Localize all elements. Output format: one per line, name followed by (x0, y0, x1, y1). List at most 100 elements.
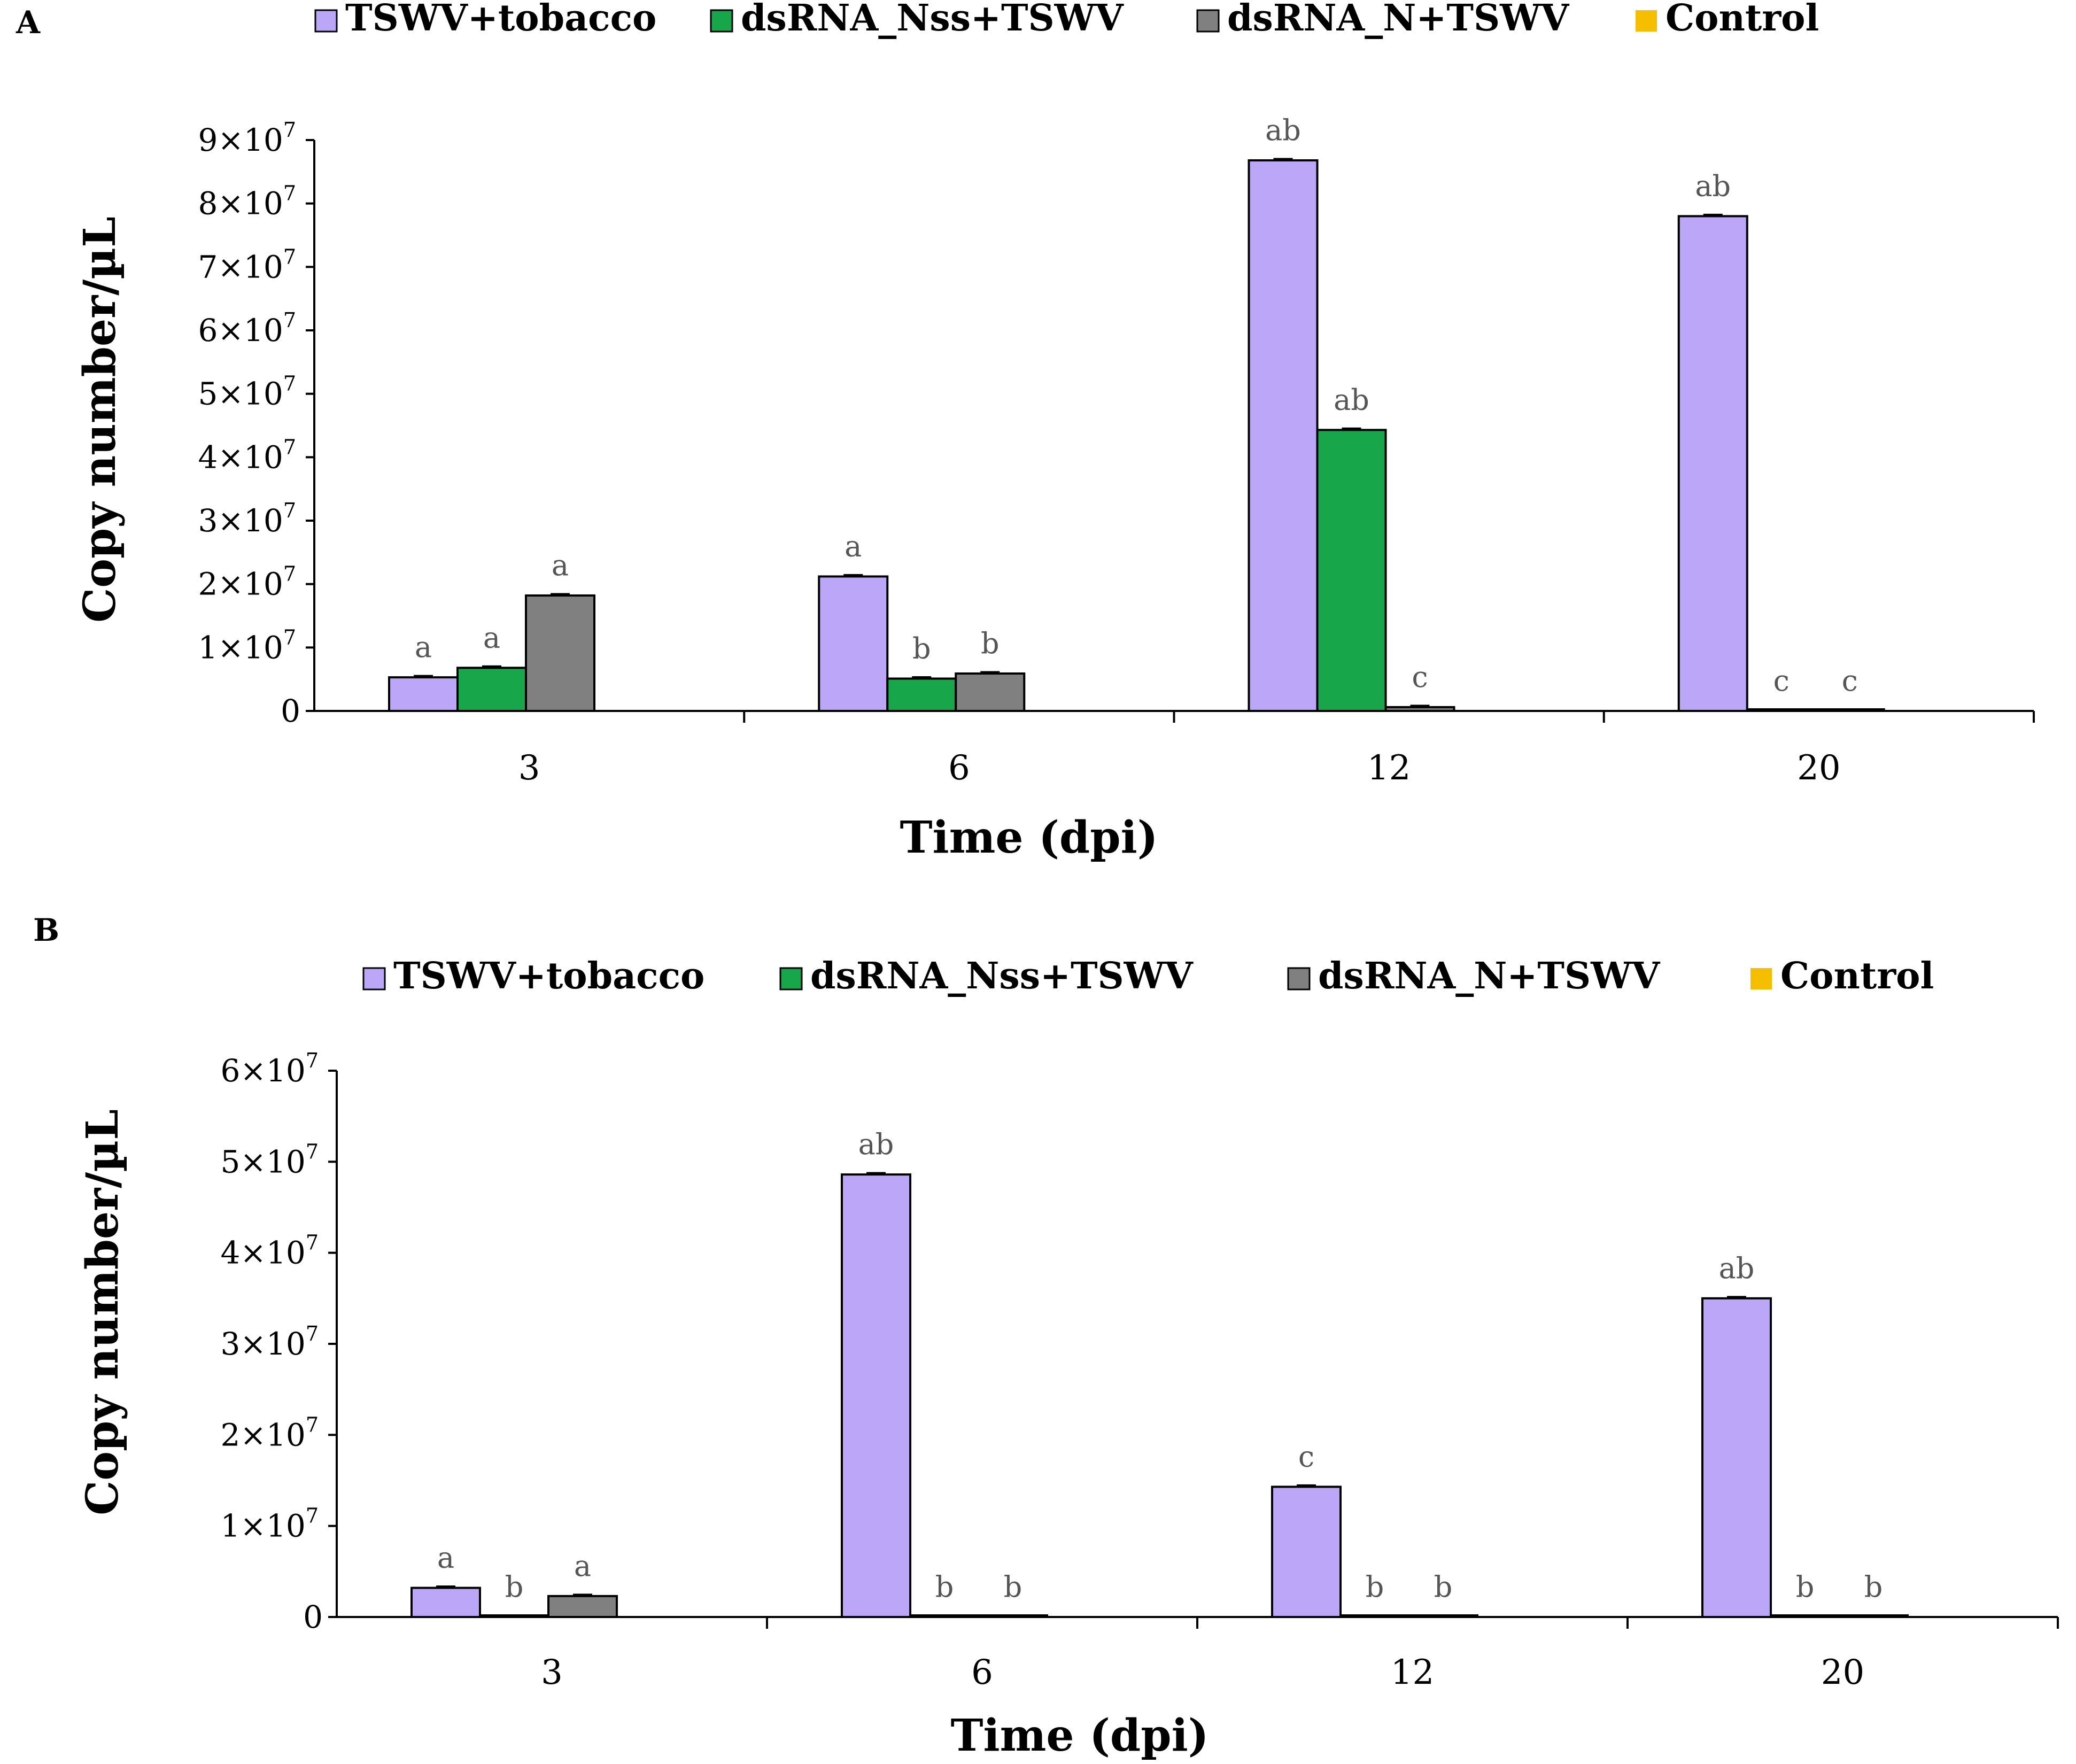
legend-label-control-a: Control (1666, 0, 1819, 40)
legend-label-dsrna-n-tswv-b: dsRNA_N+TSWV (1318, 955, 1660, 997)
legend-label-tswv-tobacco-b: TSWV+tobacco (393, 955, 704, 997)
bar-dsrna-n-tswv-a-20 (1814, 708, 1885, 712)
sig-label-dsrna-nss-tswv-a-6: b (912, 631, 931, 665)
bar-dsrna-nss-tswv-a-3 (456, 667, 527, 712)
bar-dsrna-n-tswv-a-12 (1384, 706, 1455, 713)
y-axis-title-a: Copy number/µL (74, 216, 126, 623)
legend-swatch-control-a (1636, 10, 1657, 32)
y-tick-label-a-3: 3×107 (198, 499, 297, 539)
sig-label-tswv-tobacco-b-6: ab (858, 1127, 894, 1161)
legend-b: TSWV+tobacco dsRNA_Nss+TSWV dsRNA_N+TSWV Co… (362, 955, 1934, 997)
sig-label-tswv-tobacco-a-3: a (415, 630, 432, 664)
bar-dsrna-n-tswv-b-12 (1408, 1614, 1478, 1618)
legend-label-dsrna-nss-tswv-a: dsRNA_Nss+TSWV (741, 0, 1124, 40)
x-category-label-b-1: 6 (971, 1653, 993, 1692)
legend-swatch-control-b (1750, 968, 1772, 989)
panel-letter-a: A (16, 4, 41, 41)
bar-dsrna-nss-tswv-b-20 (1770, 1614, 1840, 1618)
bar-dsrna-nss-tswv-b-6 (909, 1614, 980, 1618)
sig-label-dsrna-nss-tswv-b-20: b (1796, 1570, 1815, 1604)
legend-swatch-dsrna-n-tswv-b (1287, 967, 1311, 991)
x-category-label-b-0: 3 (541, 1653, 563, 1692)
bar-dsrna-nss-tswv-a-6 (886, 677, 957, 712)
panel-b: B TSWV+tobacco dsRNA_Nss+TSWV dsRNA_N+TSWV… (33, 912, 2059, 1761)
bar-dsrna-n-tswv-a-6 (955, 672, 1026, 713)
bar-tswv-tobacco-a-12 (1248, 159, 1319, 712)
sig-label-tswv-tobacco-a-12: ab (1265, 113, 1301, 147)
sig-label-dsrna-nss-tswv-a-3: a (483, 621, 500, 654)
sig-label-dsrna-n-tswv-a-20: c (1842, 664, 1858, 698)
sig-label-dsrna-n-tswv-b-3: a (574, 1549, 591, 1583)
bar-dsrna-n-tswv-b-3 (547, 1595, 618, 1618)
bar-dsrna-nss-tswv-b-12 (1339, 1614, 1410, 1618)
sig-label-tswv-tobacco-b-20: ab (1719, 1251, 1755, 1285)
bar-dsrna-n-tswv-b-20 (1838, 1614, 1909, 1618)
panel-a: A TSWV+tobacco dsRNA_Nss+TSWV dsRNA_N+TSWV… (16, 0, 2035, 863)
legend-label-dsrna-n-tswv-a: dsRNA_N+TSWV (1227, 0, 1569, 40)
x-category-label-a-2: 12 (1367, 748, 1411, 788)
bar-tswv-tobacco-a-3 (388, 676, 459, 713)
bar-tswv-tobacco-b-20 (1701, 1297, 1772, 1618)
y-tick-label-a-2: 2×107 (198, 562, 297, 602)
bar-dsrna-nss-tswv-a-20 (1746, 708, 1817, 712)
bar-tswv-tobacco-a-6 (818, 575, 889, 712)
sig-label-dsrna-n-tswv-b-12: b (1434, 1570, 1453, 1604)
sig-label-tswv-tobacco-a-20: ab (1695, 169, 1731, 203)
legend-label-dsrna-nss-tswv-b: dsRNA_Nss+TSWV (810, 955, 1194, 997)
legend-swatch-dsrna-nss-tswv-b (779, 967, 803, 991)
bar-dsrna-nss-tswv-a-12 (1316, 429, 1387, 712)
sig-label-dsrna-nss-tswv-b-3: b (505, 1570, 524, 1604)
legend-swatch-dsrna-nss-tswv-a (710, 9, 733, 33)
legend-label-control-b: Control (1780, 955, 1934, 997)
y-tick-label-b-6: 6×107 (221, 1049, 319, 1089)
sig-label-dsrna-n-tswv-a-12: c (1412, 660, 1428, 694)
legend-swatch-tswv-tobacco-a (314, 9, 338, 33)
legend-a: TSWV+tobacco dsRNA_Nss+TSWV dsRNA_N+TSWV Co… (314, 0, 1819, 40)
y-tick-label-b-4: 4×107 (221, 1231, 319, 1271)
x-category-label-a-3: 20 (1797, 748, 1840, 788)
sig-label-dsrna-nss-tswv-b-12: b (1366, 1570, 1384, 1604)
y-tick-label-a-7: 7×107 (198, 245, 297, 285)
sig-label-dsrna-n-tswv-a-3: a (552, 548, 569, 582)
y-tick-label-a-0: 0 (281, 693, 300, 729)
bar-tswv-tobacco-a-20 (1677, 215, 1748, 712)
x-category-label-a-0: 3 (518, 748, 540, 788)
bar-tswv-tobacco-b-3 (410, 1587, 481, 1619)
sig-label-dsrna-n-tswv-b-6: b (1004, 1570, 1022, 1604)
sig-label-dsrna-nss-tswv-a-12: ab (1334, 383, 1369, 416)
x-category-label-b-3: 20 (1821, 1653, 1864, 1692)
sig-label-dsrna-n-tswv-b-20: b (1864, 1570, 1883, 1604)
x-axis-title-b: Time (dpi) (950, 1710, 1209, 1761)
sig-label-dsrna-nss-tswv-a-20: c (1773, 664, 1790, 698)
x-category-label-a-1: 6 (948, 748, 970, 788)
sig-label-tswv-tobacco-b-3: a (437, 1541, 454, 1574)
bar-dsrna-nss-tswv-b-3 (479, 1614, 549, 1618)
y-tick-label-a-9: 9×107 (198, 118, 297, 158)
legend-swatch-dsrna-n-tswv-a (1196, 9, 1220, 33)
y-tick-label-b-3: 3×107 (221, 1322, 319, 1362)
bar-tswv-tobacco-b-12 (1271, 1486, 1342, 1618)
sig-label-dsrna-n-tswv-a-6: b (981, 626, 1000, 660)
y-tick-label-b-1: 1×107 (221, 1504, 319, 1544)
legend-label-tswv-tobacco-a: TSWV+tobacco (345, 0, 656, 40)
y-tick-label-b-0: 0 (303, 1599, 323, 1635)
plot-area-a: 0 1×107 2×107 3×107 4×107 5×107 6×107 7×107 8×10… (198, 113, 2035, 788)
bar-dsrna-n-tswv-b-6 (978, 1614, 1048, 1618)
y-tick-label-a-8: 8×107 (198, 182, 297, 222)
bar-tswv-tobacco-b-6 (841, 1173, 911, 1618)
x-axis-title-a: Time (dpi) (900, 812, 1158, 863)
sig-label-dsrna-nss-tswv-b-6: b (935, 1570, 954, 1604)
sig-label-tswv-tobacco-a-6: a (845, 529, 862, 563)
panel-letter-b: B (33, 912, 59, 948)
y-tick-label-b-5: 5×107 (221, 1140, 319, 1180)
y-axis-title-b: Copy number/µL (77, 1109, 128, 1515)
x-category-label-b-2: 12 (1391, 1653, 1434, 1692)
bar-dsrna-n-tswv-a-3 (525, 594, 595, 712)
y-tick-label-a-4: 4×107 (198, 435, 297, 475)
y-tick-label-a-5: 5×107 (198, 372, 297, 412)
legend-swatch-tswv-tobacco-b (362, 967, 386, 991)
y-tick-label-a-1: 1×107 (198, 625, 297, 666)
y-tick-label-b-2: 2×107 (221, 1413, 319, 1453)
